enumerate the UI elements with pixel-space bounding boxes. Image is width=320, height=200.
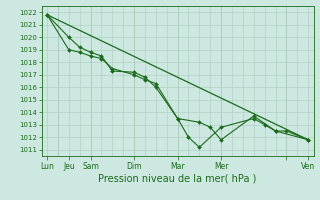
X-axis label: Pression niveau de la mer( hPa ): Pression niveau de la mer( hPa )	[99, 173, 257, 183]
